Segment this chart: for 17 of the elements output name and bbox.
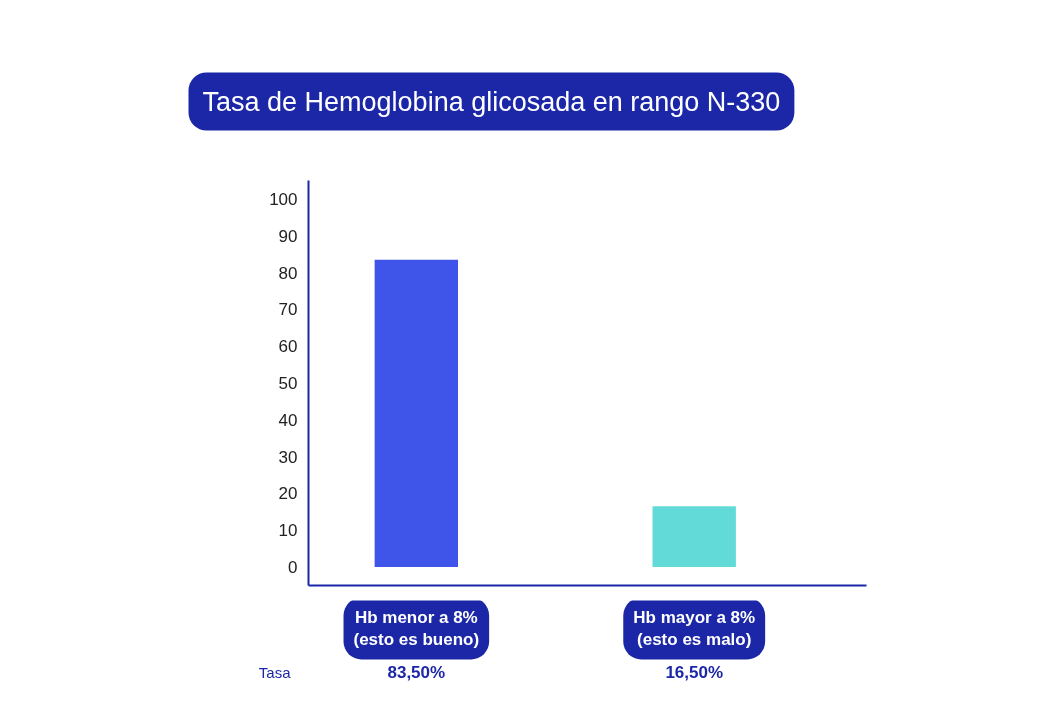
y-tick-label: 10: [278, 521, 298, 541]
text: Tasa: [258, 664, 292, 681]
chart-title: Tasa de Hemoglobina glicosada en rango N-330: [202, 86, 781, 117]
x-tick-label: Hb mayor a 8% (esto es malo): [633, 607, 756, 650]
y-tick-label: 60: [278, 337, 298, 357]
y-tick-label: 50: [278, 374, 298, 393]
data-label: 83,50%: [387, 663, 446, 682]
y-tick-label: 40: [278, 410, 298, 430]
y-tick-label: 90: [278, 226, 298, 246]
y-tick-label: 0: [288, 558, 298, 578]
y-tick-label: 70: [278, 300, 298, 320]
data-label: 16,50%: [665, 663, 724, 682]
y-tick-label: 100: [269, 189, 298, 209]
y-tick-label: 20: [278, 484, 298, 504]
y-tick-label: 80: [278, 263, 298, 283]
y-tick-label: 30: [278, 447, 298, 467]
x-tick-label: Hb menor a 8% (esto es bueno): [353, 607, 480, 650]
